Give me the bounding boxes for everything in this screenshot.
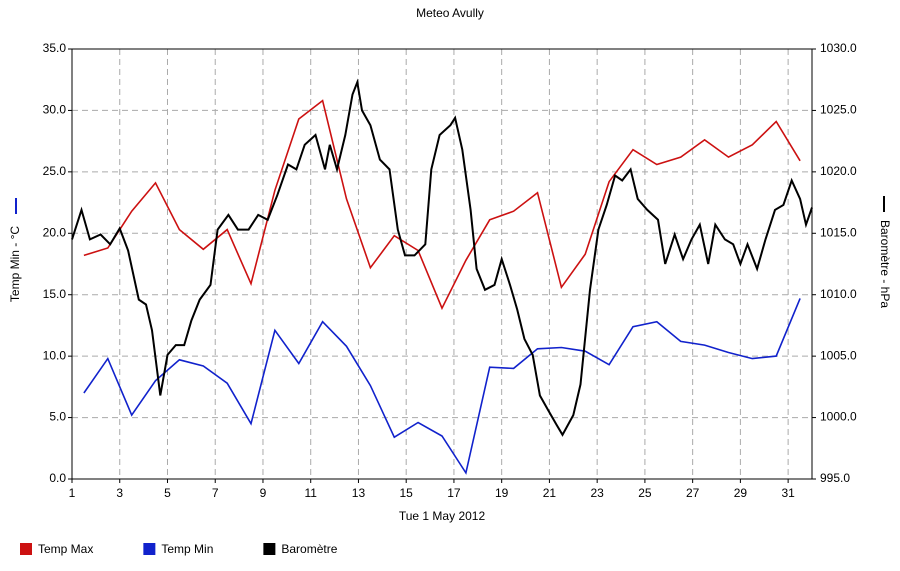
y2-tick-label: 1030.0 (820, 41, 857, 55)
series-line (83, 298, 801, 475)
y-tick-label: 25.0 (43, 164, 67, 178)
y2-axis-label: Baromètre - hPa (878, 220, 892, 308)
series-line (71, 78, 813, 437)
y-tick-label: 20.0 (43, 225, 67, 239)
y2-tick-label: 995.0 (820, 471, 850, 485)
x-tick-label: 9 (260, 486, 267, 500)
y2-tick-label: 1015.0 (820, 225, 857, 239)
y-tick-label: 0.0 (49, 471, 66, 485)
x-axis-label: Tue 1 May 2012 (399, 509, 486, 523)
x-tick-label: 23 (590, 486, 604, 500)
legend-label: Baromètre (281, 542, 337, 556)
x-tick-label: 25 (638, 486, 652, 500)
x-tick-label: 31 (781, 486, 795, 500)
y2-tick-label: 1025.0 (820, 103, 857, 117)
legend-label: Temp Min (161, 542, 213, 556)
y2-tick-label: 1010.0 (820, 287, 857, 301)
series-line (83, 99, 801, 311)
y-tick-label: 15.0 (43, 287, 67, 301)
x-tick-label: 7 (212, 486, 219, 500)
y-tick-label: 30.0 (43, 103, 67, 117)
x-tick-label: 21 (543, 486, 557, 500)
y2-tick-label: 1005.0 (820, 348, 857, 362)
y2-tick-label: 1000.0 (820, 410, 857, 424)
legend-label: Temp Max (38, 542, 93, 556)
legend-swatch (263, 543, 276, 555)
x-tick-label: 19 (495, 486, 509, 500)
x-tick-label: 15 (400, 486, 414, 500)
x-tick-label: 11 (304, 486, 317, 500)
x-tick-label: 5 (164, 486, 171, 500)
x-tick-label: 29 (734, 486, 748, 500)
chart-title: Meteo Avully (416, 6, 484, 20)
y-tick-label: 10.0 (43, 348, 67, 362)
plot-frame (71, 48, 813, 480)
x-tick-label: 13 (352, 486, 366, 500)
x-tick-label: 27 (686, 486, 700, 500)
y2-tick-label: 1020.0 (820, 164, 857, 178)
y-tick-label: 35.0 (43, 41, 67, 55)
legend-swatch (20, 543, 32, 555)
y-tick-label: 5.0 (49, 410, 66, 424)
legend-swatch (143, 543, 156, 555)
x-tick-label: 3 (116, 486, 123, 500)
x-tick-label: 17 (447, 486, 461, 500)
x-tick-label: 1 (69, 486, 76, 500)
y-axis-label: Temp Min - °C (8, 226, 22, 302)
